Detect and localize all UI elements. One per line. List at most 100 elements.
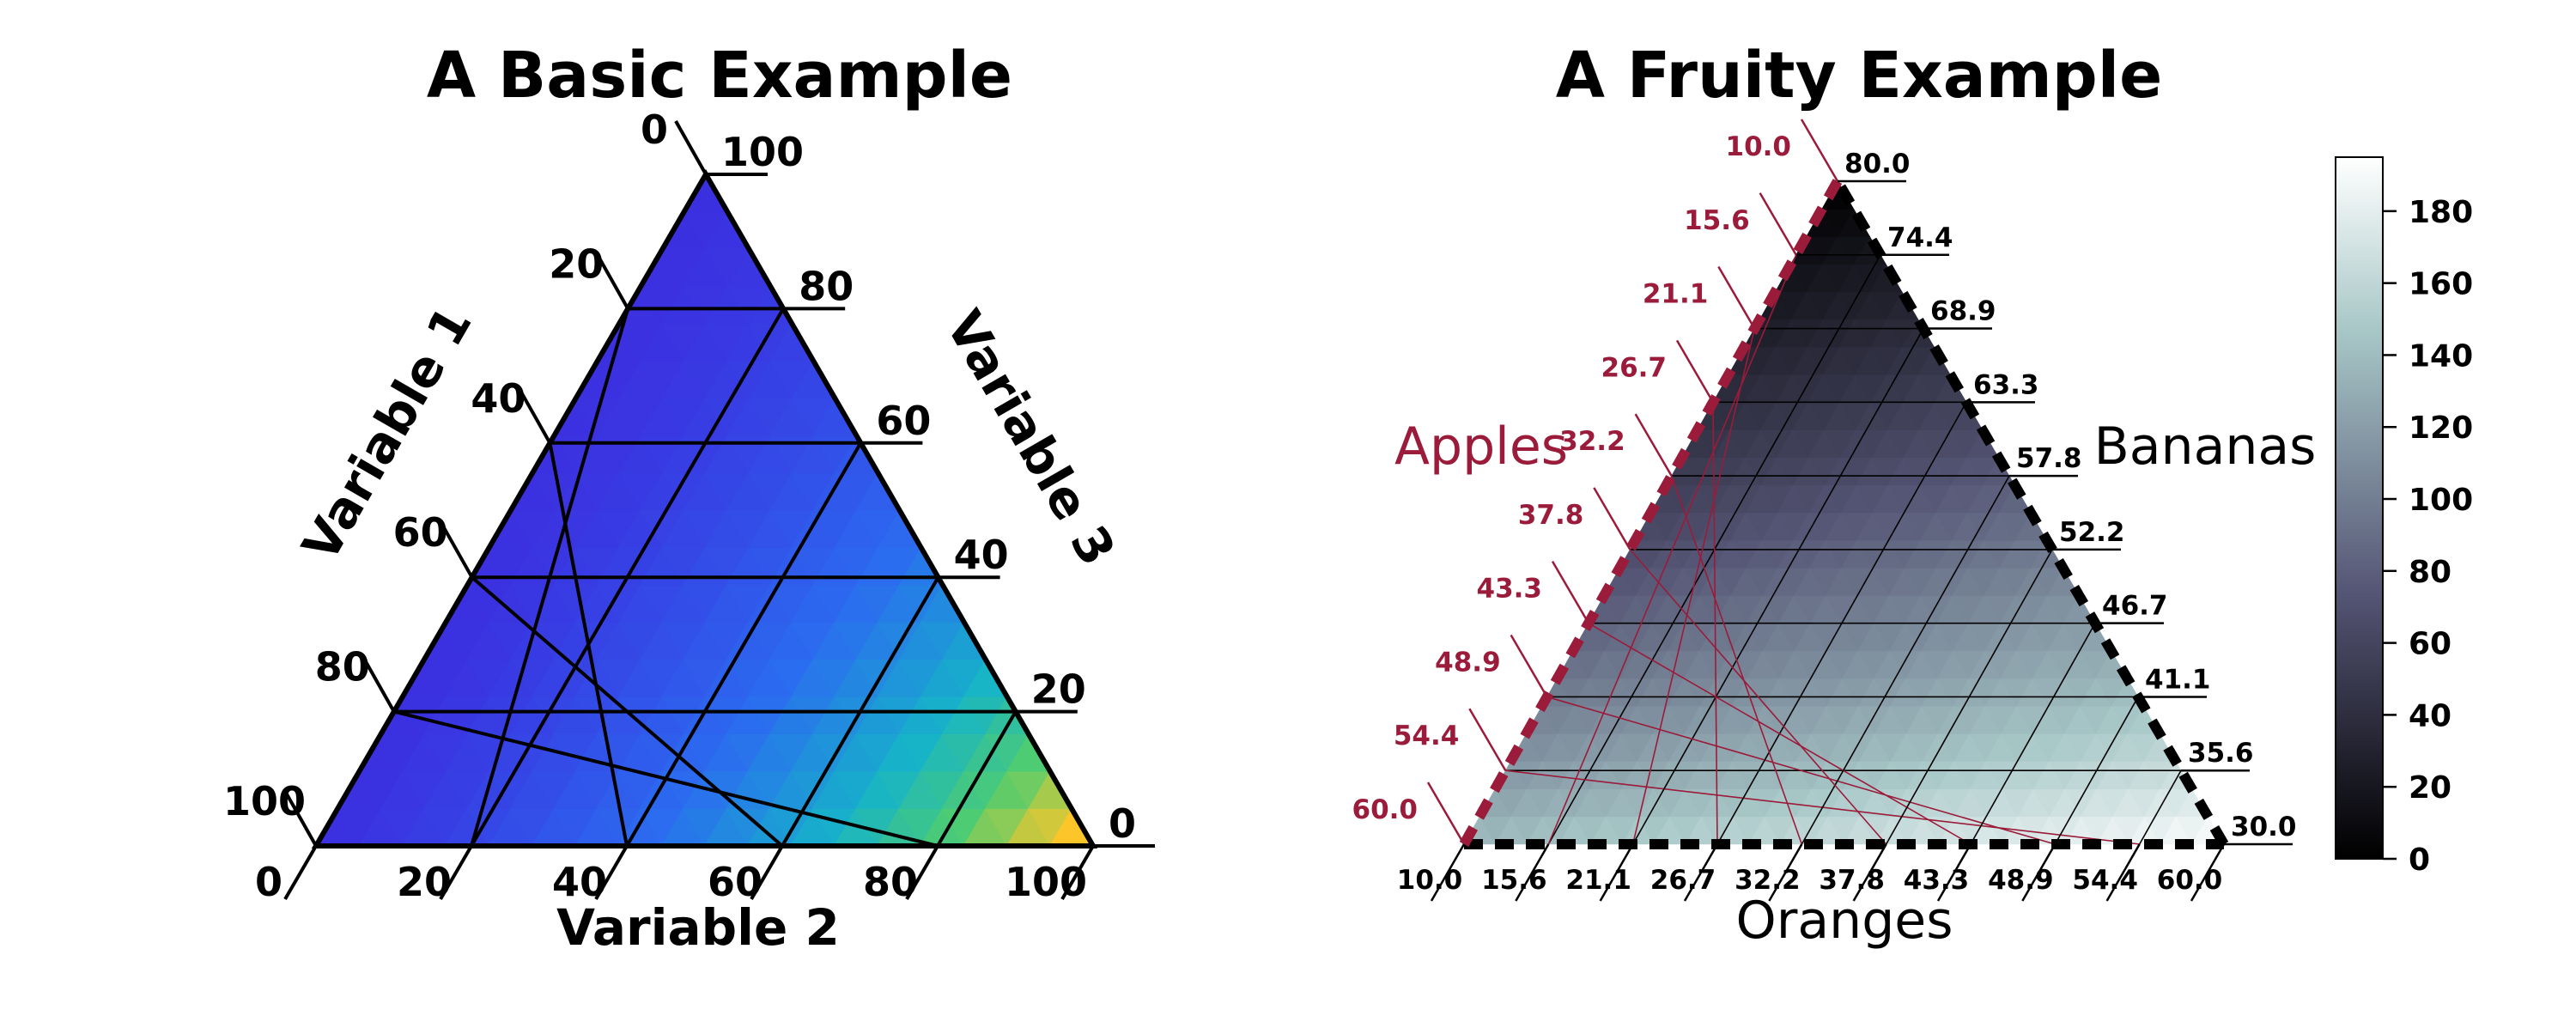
- chart1-bottom-tick: [750, 844, 784, 901]
- chart2-gridline-apples: [1629, 549, 1887, 845]
- chart1-border: [311, 169, 1098, 848]
- colorbar-tick-label: 20: [2409, 770, 2451, 806]
- chart2-bottom-tick-label: 54.4: [2072, 865, 2138, 896]
- colorbar: [2335, 156, 2384, 860]
- chart2-title: A Fruity Example: [1556, 39, 2163, 113]
- chart2-cell: [1966, 429, 2000, 458]
- chart1-gridline: [936, 710, 1018, 848]
- colorbar-tick-label: 0: [2409, 842, 2430, 878]
- chart2-left-tick-label: 32.2: [1559, 426, 1625, 457]
- chart1-bottom-tick: [594, 844, 629, 901]
- chart1-left-tick: [518, 388, 552, 444]
- chart2-bottom-tick-label: 48.9: [1988, 865, 2054, 896]
- chart2-right-tick-label: 41.1: [2145, 664, 2211, 695]
- chart1-gridline: [548, 442, 629, 847]
- chart2-cell: [2014, 512, 2048, 541]
- chart2-left-tick-label: 10.0: [1726, 131, 1792, 162]
- chart1-left-tick: [362, 657, 396, 713]
- chart2-left-tick-label: 60.0: [1352, 794, 1419, 825]
- chart2-bottom-tick-label: 10.0: [1397, 865, 1463, 896]
- chart1-bottom-tick-label: 40: [552, 859, 607, 905]
- chart1-bottom-tick: [905, 844, 939, 901]
- chart1-left-tick: [284, 792, 318, 847]
- chart2-bottom-tick: [1768, 843, 1803, 902]
- chart2-left-tick: [1675, 339, 1715, 403]
- chart2-right-tick-label: 80.0: [1844, 149, 1911, 179]
- chart1-bottom-tick: [283, 844, 318, 901]
- colorbar-ticks: 0 20 40 60 80 100 120 140 160 180: [2383, 195, 2473, 878]
- chart2-gridline: [1970, 623, 2096, 845]
- chart1-gridline: [781, 576, 940, 848]
- chart1-bottom-tick: [439, 844, 473, 901]
- chart1-left-tick-label: 20: [549, 240, 604, 287]
- chart2-left-tick-label: 54.4: [1394, 721, 1460, 751]
- chart2-cell: [1998, 484, 2032, 514]
- chart2-bottom-tick: [1852, 843, 1887, 902]
- chart2-left-tick-label: 15.6: [1684, 205, 1750, 236]
- chart1-left-tick-label: 80: [315, 644, 370, 690]
- chart2-bottom-tick-label: 60.0: [2157, 865, 2223, 896]
- chart2-gridline: [2138, 769, 2182, 845]
- chart2-left-tick-label: 21.1: [1643, 279, 1709, 310]
- chart1-gridline: [393, 709, 939, 848]
- chart2-bottom-axis-label: Oranges: [1736, 891, 1953, 951]
- chart2-gridline-apples: [1546, 696, 2056, 845]
- chart1-left-tick: [440, 523, 474, 579]
- chart1-right-tick-label: 0: [1109, 800, 1136, 847]
- chart2-left-tick: [1551, 561, 1590, 624]
- chart1-gridline: [471, 575, 784, 848]
- chart2-bottom-tick: [1683, 843, 1719, 902]
- chart2-gridline-apples: [1631, 328, 1756, 845]
- chart2-bottom-tick: [1430, 843, 1466, 902]
- colorbar-tick-label: 60: [2409, 627, 2451, 662]
- colorbar-tick-label: 160: [2409, 267, 2473, 302]
- chart2-left-tick: [1426, 782, 1466, 845]
- chart1-bottom-axis-label: Variable 2: [556, 898, 840, 957]
- chart1-left-tick-label: 100: [223, 778, 306, 824]
- chart1-left-tick-label: 60: [393, 509, 448, 556]
- chart2-right-tick-label: 52.2: [2059, 517, 2125, 548]
- chart2-gridline: [1631, 328, 1924, 845]
- chart1-right-tick-label: 80: [799, 263, 854, 309]
- chart2-plot: 60.0 10.0 30.0 54.4 15.6 35.6 48.9 21.1 41.1 43.3…: [1352, 119, 2297, 902]
- chart1-left-tick-label: 0: [641, 106, 668, 153]
- chart1-plot: 100 0 0 80 20 20 60 40 40 40 60 60 20 80 80 0 100 100: [223, 106, 1155, 905]
- chart2-bottom-tick-label: 43.3: [1904, 865, 1970, 896]
- chart2-left-tick: [1800, 119, 1839, 182]
- chart2-bottom-tick: [2021, 843, 2057, 902]
- chart2-left-border: [1459, 179, 1843, 847]
- colorbar-tick-label: 180: [2409, 195, 2473, 230]
- chart2-gridline-apples: [1670, 475, 1803, 845]
- colorbar-tick-label: 40: [2409, 698, 2451, 733]
- chart1-right-tick-label: 60: [876, 398, 931, 444]
- chart2-right-border: [1832, 178, 2229, 848]
- chart1-cell: [683, 173, 728, 212]
- chart1-bottom-tick: [1060, 844, 1095, 901]
- chart1-left-tick: [674, 120, 708, 175]
- colorbar-tick-label: 140: [2409, 338, 2473, 374]
- chart2-left-tick: [1468, 708, 1507, 771]
- chart1-left-axis-label: Variable 1: [291, 296, 483, 571]
- chart2-bottom-tick: [2190, 843, 2226, 902]
- chart2-right-tick-label: 74.4: [1887, 222, 1953, 253]
- chart2-bottom-tick-label: 21.1: [1565, 865, 1631, 896]
- chart2-cell: [1982, 457, 2015, 486]
- chart2-left-tick: [1717, 265, 1756, 330]
- chart1-bottom-tick-label: 20: [397, 859, 452, 905]
- chart2-bottom-tick: [1515, 843, 1550, 902]
- chart1-right-tick-label: 100: [721, 129, 804, 175]
- chart2-bottom-tick-label: 32.2: [1735, 865, 1801, 896]
- chart1-right-tick-label: 20: [1031, 666, 1086, 713]
- chart2-left-tick: [1759, 192, 1797, 256]
- chart2-right-tick-label: 68.9: [1930, 296, 1996, 327]
- chart1-right-tick-label: 40: [954, 532, 1009, 578]
- chart1-bottom-tick-label: 80: [863, 859, 918, 905]
- colorbar-tick-label: 120: [2409, 411, 2473, 446]
- chart2-left-tick-label: 48.9: [1435, 647, 1501, 678]
- chart2-left-axis-label: Apples: [1394, 417, 1568, 477]
- chart2-left-tick: [1593, 487, 1631, 550]
- chart1-bottom-tick-label: 0: [255, 859, 283, 905]
- chart2-bottom-tick: [1936, 843, 1972, 902]
